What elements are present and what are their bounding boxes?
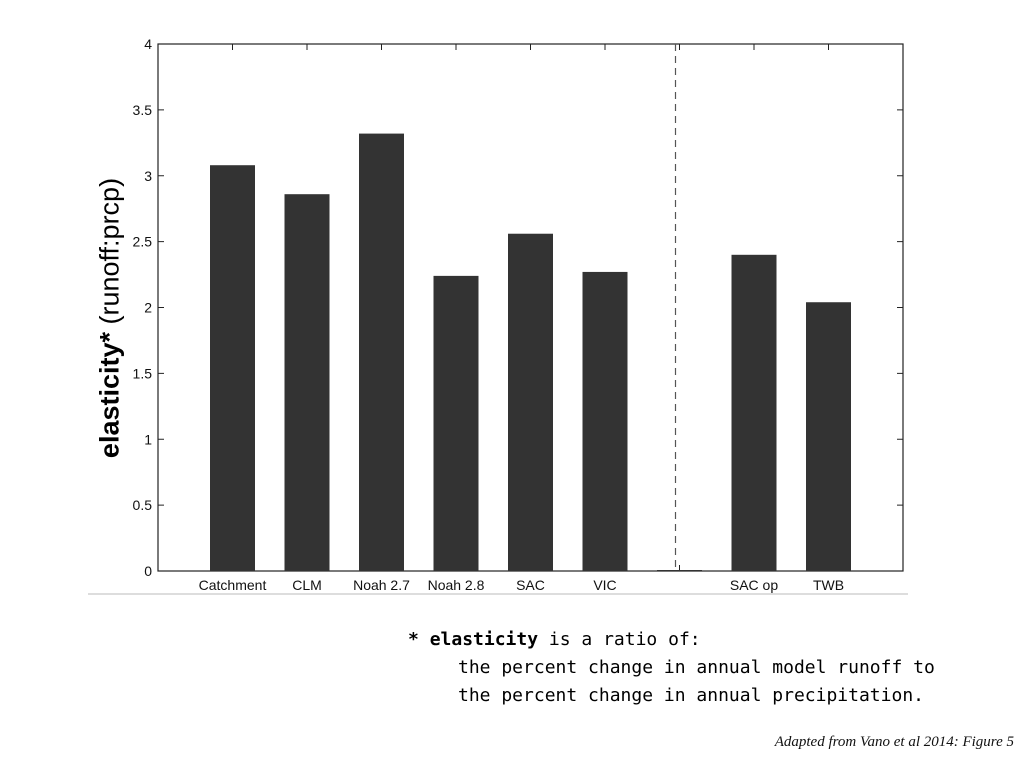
footnote-line-1-rest: is a ratio of: <box>538 629 701 650</box>
bar-empty <box>657 570 702 571</box>
y-tick-label: 2 <box>144 300 152 316</box>
footnote-term: elasticity <box>429 629 539 650</box>
footnote: * elasticity is a ratio of: the percent … <box>408 626 1018 710</box>
y-tick-label: 1 <box>144 431 152 447</box>
footnote-line-2: the percent change in annual model runof… <box>458 657 935 678</box>
chart-svg: 0 0.5 1 1.5 2 2.5 3 3.5 4 Catchment CLM Noah 2.7 Noa… <box>88 36 908 595</box>
x-category-label: SAC <box>516 577 545 593</box>
bar-vic <box>582 271 628 571</box>
footnote-line-3: the percent change in annual precipitati… <box>458 685 924 706</box>
bar-sac <box>508 233 553 571</box>
bar-twb <box>806 302 851 571</box>
y-tick-label: 0 <box>144 563 152 579</box>
y-tick-label: 1.5 <box>133 365 153 381</box>
bar-sac-op <box>731 254 777 572</box>
bar-noah-2-7 <box>359 133 404 571</box>
y-tick-label: 3 <box>144 168 152 184</box>
y-tick-label: 2.5 <box>133 234 153 250</box>
bar-clm <box>284 194 330 571</box>
y-axis-label: elasticity* (runoff:prcp) <box>95 178 126 458</box>
footnote-line-1: * elasticity is a ratio of: <box>408 626 1018 654</box>
bar-noah-2-8 <box>433 275 479 571</box>
y-axis-label-rest: (runoff:prcp) <box>94 177 125 332</box>
x-category-label: CLM <box>292 577 322 593</box>
footnote-star: * <box>408 629 430 650</box>
y-axis-label-bold: elasticity* <box>94 332 125 459</box>
x-category-label: Noah 2.7 <box>353 577 410 593</box>
source-credit: Adapted from Vano et al 2014: Figure 5 <box>774 734 1014 750</box>
bar-catchment <box>210 165 255 571</box>
x-category-label: Noah 2.8 <box>428 577 485 593</box>
bar-chart: 0 0.5 1 1.5 2 2.5 3 3.5 4 Catchment CLM Noah 2.7 Noa… <box>88 30 908 596</box>
x-category-label: SAC op <box>730 577 778 593</box>
y-tick-label: 0.5 <box>133 497 153 513</box>
x-category-label: TWB <box>813 577 844 593</box>
y-tick-label: 4 <box>144 36 152 52</box>
y-tick-label: 3.5 <box>133 102 153 118</box>
x-category-label: Catchment <box>199 577 267 593</box>
x-category-label: VIC <box>593 577 616 593</box>
